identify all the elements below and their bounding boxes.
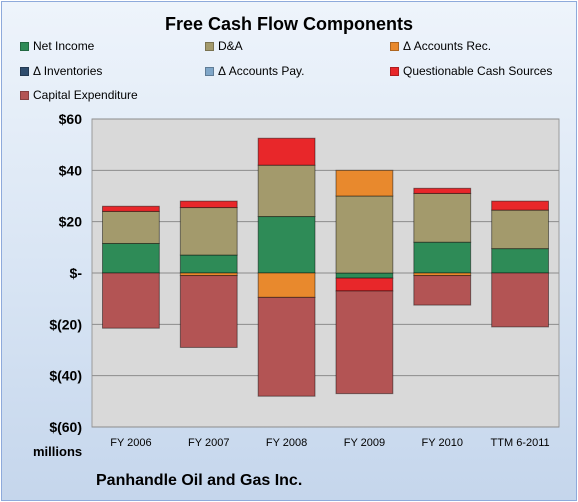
legend-item: Δ Accounts Pay.: [205, 64, 305, 78]
y-tick-label: $(40): [49, 368, 82, 384]
legend-item: D&A: [205, 39, 243, 53]
bar-segment: [257, 216, 316, 274]
y-tick-label: $(20): [49, 316, 82, 332]
bar-segment: [491, 200, 549, 211]
legend-item: Questionable Cash Sources: [390, 64, 552, 78]
bar-segment: [413, 241, 472, 274]
legend-swatch: [205, 66, 214, 76]
bar-segment: [413, 187, 472, 194]
legend-swatch: [20, 90, 29, 100]
bar-segment: [335, 277, 394, 292]
bar-segment: [179, 207, 238, 256]
bar-segment: [179, 254, 238, 274]
bar-segment: [257, 137, 316, 166]
legend-swatch: [20, 41, 29, 51]
y-tick-label: $40: [59, 162, 83, 178]
x-tick-label: FY 2009: [344, 437, 385, 449]
bar-segment: [102, 272, 160, 329]
y-tick-label: $60: [59, 111, 83, 127]
x-tick-label: FY 2006: [110, 437, 151, 449]
bar-segment: [335, 195, 394, 274]
legend-swatch: [390, 66, 399, 76]
bar-segment: [413, 275, 472, 306]
legend-label: D&A: [218, 39, 243, 53]
x-tick-label: FY 2010: [422, 437, 463, 449]
legend-item: Δ Accounts Rec.: [390, 39, 491, 53]
legend-item: Δ Inventories: [20, 64, 102, 78]
x-tick-label: FY 2008: [266, 437, 307, 449]
legend-label: Questionable Cash Sources: [403, 64, 553, 78]
bar-segment: [179, 275, 238, 348]
legend-label: Δ Accounts Rec.: [403, 39, 492, 53]
company-name: Panhandle Oil and Gas Inc.: [96, 472, 303, 489]
bar-segment: [491, 209, 549, 250]
bar-segment: [179, 200, 238, 209]
bar-segment: [491, 272, 549, 328]
x-tick-label: FY 2007: [188, 437, 229, 449]
legend-swatch: [205, 41, 214, 51]
bar-segment: [257, 272, 316, 298]
bar-segment: [491, 248, 549, 274]
legend-swatch: [20, 66, 29, 76]
legend-item: Capital Expenditure: [20, 88, 138, 102]
bar-segment: [102, 210, 160, 244]
bar-segment: [335, 169, 394, 197]
x-tick-label: TTM 6-2011: [491, 437, 550, 449]
chart-title: Free Cash Flow Components: [164, 14, 414, 34]
legend-label: Δ Inventories: [33, 64, 103, 78]
y-tick-label: $20: [59, 214, 83, 230]
bar-segment: [257, 164, 316, 218]
bar-segment: [413, 192, 472, 243]
legend-swatch: [390, 41, 399, 51]
legend-label: Capital Expenditure: [33, 88, 138, 102]
bar-segment: [102, 242, 160, 274]
y-tick-label: $(60): [49, 419, 82, 435]
bar-segment: [102, 205, 160, 212]
bar-segment: [257, 296, 316, 397]
bar-segment: [335, 272, 394, 279]
y-tick-label: $-: [70, 265, 83, 281]
legend-label: Net Income: [33, 39, 95, 53]
y-axis-unit-label: millions: [33, 444, 83, 459]
bar-segment: [335, 290, 394, 395]
legend-label: Δ Accounts Pay.: [218, 64, 305, 78]
legend-item: Net Income: [20, 39, 94, 53]
